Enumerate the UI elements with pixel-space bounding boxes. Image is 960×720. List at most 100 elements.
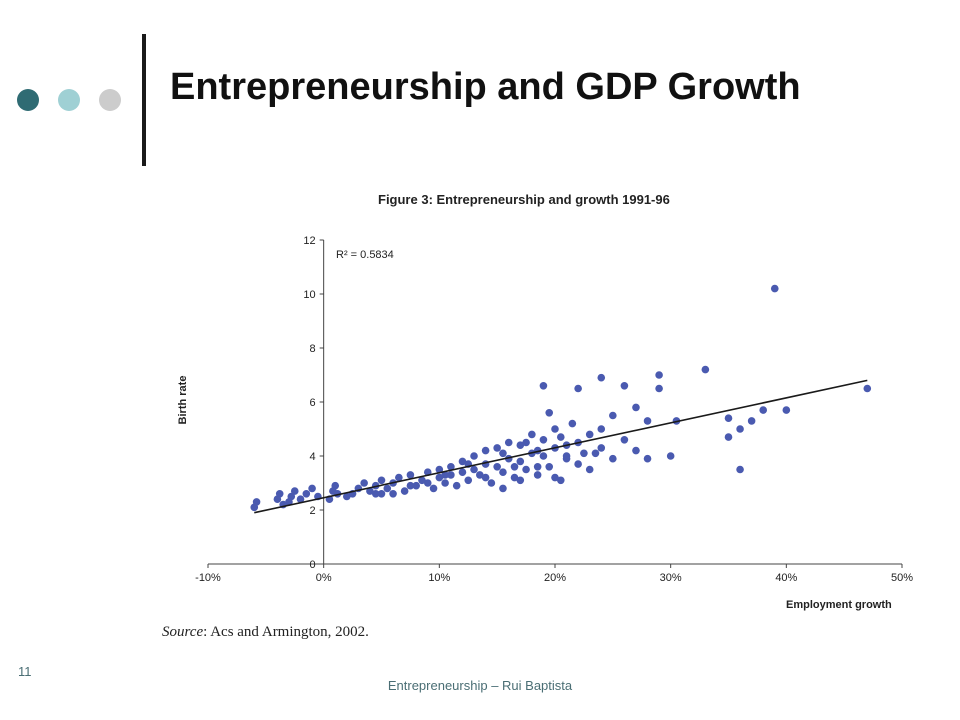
data-point — [770, 284, 779, 293]
footer-text: Entrepreneurship – Rui Baptista — [387, 678, 573, 693]
slide-title: Entrepreneurship and GDP Growth — [170, 66, 801, 108]
x-axis-label: Employment growth — [786, 599, 892, 611]
data-point — [556, 476, 565, 485]
data-point — [632, 403, 640, 412]
r-squared-annotation: R² = 0.5834 — [336, 249, 394, 261]
data-point — [562, 452, 571, 460]
data-point — [435, 465, 444, 474]
data-point — [516, 441, 525, 450]
decor-dot-dark — [17, 89, 39, 111]
data-point — [747, 417, 756, 425]
data-point — [533, 463, 542, 471]
data-point — [545, 463, 554, 471]
data-point — [701, 365, 710, 374]
decor-dot-teal — [58, 89, 80, 111]
data-point — [366, 487, 374, 495]
data-point — [724, 433, 733, 441]
data-point — [287, 492, 296, 501]
data-point — [441, 471, 449, 479]
data-point — [360, 479, 368, 487]
data-point — [574, 460, 582, 468]
data-point — [510, 463, 519, 471]
data-point — [452, 481, 461, 490]
data-point — [655, 384, 663, 393]
data-point — [389, 490, 397, 498]
data-point — [435, 473, 444, 482]
data-point — [481, 473, 490, 482]
y-axis-label: Birth rate — [177, 376, 189, 425]
y-tick-label: 10 — [303, 289, 315, 301]
data-point — [470, 452, 478, 460]
data-point — [470, 465, 478, 474]
data-point — [458, 468, 467, 477]
data-point — [632, 446, 640, 455]
data-point — [275, 490, 284, 498]
data-point — [252, 498, 261, 506]
data-point — [736, 425, 744, 433]
data-point — [585, 430, 594, 439]
data-point — [493, 463, 501, 471]
data-point — [481, 446, 490, 455]
data-point — [406, 481, 415, 490]
x-tick-label: -10% — [195, 572, 221, 584]
data-point — [447, 463, 455, 471]
data-point — [290, 487, 299, 495]
data-point — [499, 468, 507, 477]
y-tick-label: 4 — [310, 451, 316, 463]
data-point — [782, 406, 791, 414]
data-point — [759, 406, 767, 414]
data-point — [464, 476, 473, 485]
data-point — [655, 371, 663, 379]
y-tick-label: 2 — [310, 505, 316, 517]
data-point — [597, 373, 606, 382]
data-point — [458, 457, 467, 466]
x-tick-label: 10% — [428, 572, 450, 584]
data-point — [499, 449, 507, 458]
data-point — [499, 484, 507, 493]
data-point — [551, 425, 559, 433]
data-point — [331, 481, 340, 490]
data-point — [539, 436, 548, 444]
data-point — [528, 430, 536, 439]
data-point — [516, 457, 525, 466]
data-point — [597, 425, 606, 433]
x-tick-label: 50% — [891, 572, 913, 584]
data-point — [504, 438, 513, 447]
data-point — [510, 473, 519, 482]
data-point — [568, 419, 577, 428]
data-point — [308, 484, 316, 493]
data-point — [545, 409, 554, 417]
source-text: : Acs and Armington, 2002. — [203, 624, 369, 640]
scatter-chart: Figure 3: Entrepreneurship and growth 19… — [177, 192, 913, 611]
x-tick-label: 40% — [775, 572, 797, 584]
data-point — [377, 476, 386, 485]
page-number: 11 — [18, 664, 32, 679]
data-point — [585, 465, 594, 474]
x-tick-label: 30% — [660, 572, 682, 584]
y-tick-label: 6 — [310, 397, 316, 409]
data-point — [863, 384, 872, 393]
data-point — [724, 414, 733, 422]
data-point — [296, 495, 305, 504]
data-point — [539, 452, 548, 460]
data-point — [447, 471, 455, 479]
data-point — [395, 473, 403, 482]
data-point — [429, 484, 438, 493]
data-point — [302, 490, 311, 498]
data-point — [539, 382, 548, 390]
data-point — [522, 438, 530, 447]
data-point — [487, 479, 496, 487]
data-point — [476, 471, 484, 479]
data-point — [371, 490, 380, 498]
data-point — [666, 452, 675, 460]
data-point — [551, 473, 559, 482]
data-point — [736, 465, 744, 474]
data-point — [609, 411, 617, 420]
source-note: Source: Acs and Armington, 2002. — [162, 624, 369, 641]
data-point — [556, 433, 565, 441]
data-point — [412, 481, 421, 490]
data-point — [493, 444, 501, 452]
data-point — [406, 471, 415, 479]
data-point — [423, 479, 432, 487]
data-point — [620, 436, 629, 444]
